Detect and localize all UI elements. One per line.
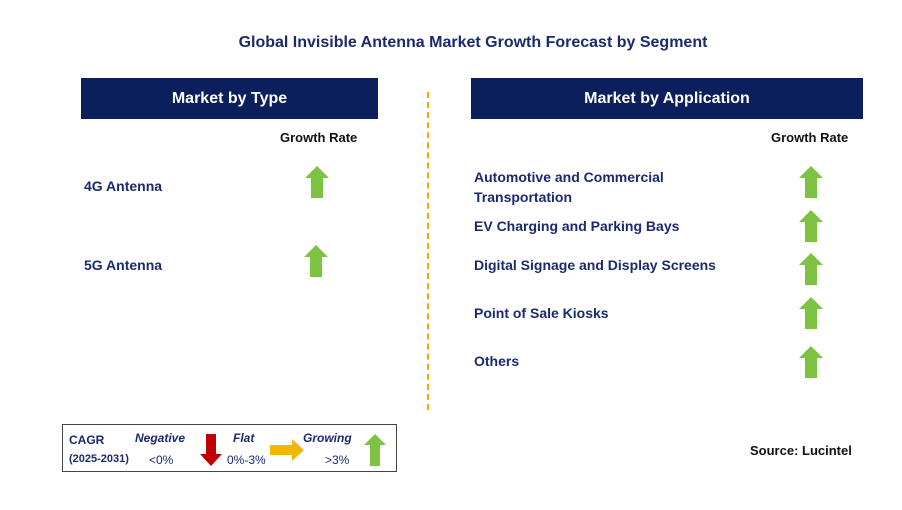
legend-flat-label: Flat (233, 431, 255, 445)
legend-period: (2025-2031) (69, 453, 129, 465)
growing-arrow-icon (364, 434, 386, 466)
negative-arrow-icon (200, 434, 222, 466)
market-by-application-header: Market by Application (471, 78, 863, 119)
application-item-automotive: Automotive and Commercial Transportation (474, 169, 664, 205)
growing-arrow-icon (799, 210, 823, 242)
application-growth-rate-label: Growth Rate (771, 130, 849, 145)
legend-negative-range: <0% (149, 453, 174, 467)
chart-title: Global Invisible Antenna Market Growth F… (238, 34, 708, 51)
legend-growing-range: >3% (325, 453, 350, 467)
type-growth-rate-label: Growth Rate (280, 130, 358, 145)
growing-arrow-icon (799, 166, 823, 198)
growing-arrow-icon (799, 346, 823, 378)
growing-arrow-icon (305, 166, 329, 198)
legend-growing-label: Growing (303, 431, 352, 445)
growing-arrow-icon (799, 297, 823, 329)
application-item-pos-kiosks: Point of Sale Kiosks (474, 305, 609, 321)
source-note: Source: Lucintel (750, 443, 852, 458)
legend-cagr-label: CAGR (69, 433, 105, 447)
panel-divider (427, 92, 429, 410)
legend-negative-label: Negative (135, 431, 186, 445)
cagr-legend: CAGR (2025-2031) Negative <0% Flat 0%-3%… (62, 424, 397, 472)
legend-flat-range: 0%-3% (227, 453, 266, 467)
flat-arrow-icon (270, 439, 304, 461)
market-by-type-header: Market by Type (81, 78, 378, 119)
application-item-ev-charging: EV Charging and Parking Bays (474, 218, 680, 234)
growing-arrow-icon (304, 245, 328, 277)
application-item-digital-signage: Digital Signage and Display Screens (474, 257, 716, 273)
growing-arrow-icon (799, 253, 823, 285)
type-item-5g-antenna: 5G Antenna (84, 257, 163, 273)
application-item-others: Others (474, 353, 520, 369)
type-item-4g-antenna: 4G Antenna (84, 178, 163, 194)
